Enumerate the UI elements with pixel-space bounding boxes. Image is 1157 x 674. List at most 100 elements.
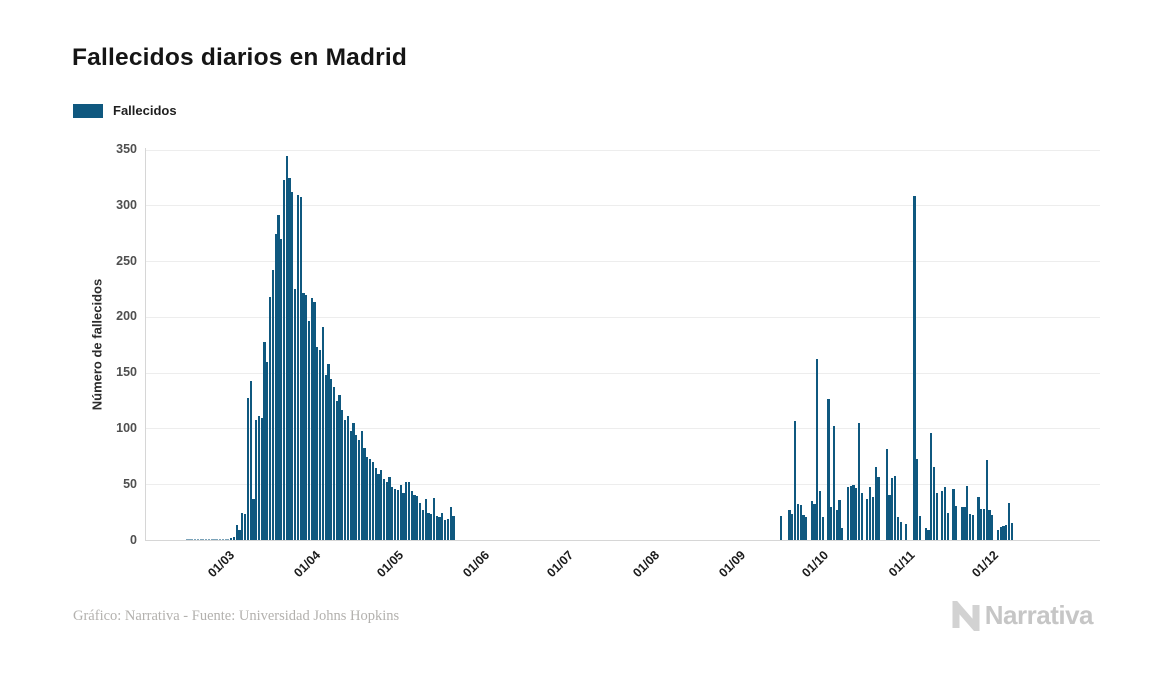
bar: [794, 421, 797, 541]
bar: [860, 492, 863, 541]
bar: [405, 482, 408, 541]
bar: [899, 521, 902, 541]
bar: [791, 513, 794, 541]
bar: [232, 537, 236, 541]
bar: [207, 539, 211, 541]
bar: [796, 503, 799, 541]
x-tick-label-01-06: 01/06: [460, 548, 493, 581]
bar: [866, 499, 869, 541]
bar: [885, 449, 888, 541]
bar: [293, 289, 297, 541]
bar: [230, 538, 233, 541]
bar: [199, 539, 202, 541]
bar: [430, 513, 433, 541]
bar: [996, 530, 999, 541]
x-tick-label-01-11: 01/11: [886, 548, 918, 580]
bar: [377, 473, 380, 541]
bar: [241, 512, 244, 541]
bar: [846, 486, 849, 541]
y-tick-label: 350: [116, 142, 137, 156]
bar: [852, 484, 855, 541]
bar: [977, 496, 980, 541]
y-tick-label: 100: [116, 420, 137, 435]
bar: [944, 486, 947, 541]
y-axis-title: Número de fallecidos: [89, 278, 105, 411]
y-tick-label: 200: [116, 309, 137, 324]
bar: [410, 491, 413, 541]
bar: [382, 479, 386, 541]
brand-text: Narrativa: [984, 600, 1094, 630]
bar: [266, 361, 269, 541]
bar: [205, 539, 208, 541]
bar: [441, 512, 444, 541]
bar: [327, 364, 330, 541]
y-tick-label: 250: [116, 253, 137, 268]
bar: [819, 491, 822, 541]
bar: [310, 298, 313, 541]
bar: [982, 509, 986, 541]
bar: [421, 510, 424, 541]
bar: [941, 491, 944, 541]
bar: [971, 514, 974, 541]
gridline-y-350: [145, 149, 1100, 151]
bar: [916, 459, 919, 541]
bar: [368, 459, 372, 541]
bar: [188, 539, 191, 541]
legend-item[interactable]: Fallecidos: [73, 103, 177, 118]
bar: [277, 214, 280, 541]
bar: [305, 295, 308, 541]
bar: [218, 539, 222, 541]
bar: [924, 528, 927, 541]
narrativa-n-icon: [952, 600, 980, 631]
bar: [288, 177, 291, 541]
bar: [891, 478, 894, 541]
bar: [385, 482, 388, 541]
x-tick-label-01-09: 01/09: [716, 548, 749, 581]
bar: [799, 504, 802, 541]
x-tick-label-01-03: 01/03: [204, 548, 237, 581]
bar: [238, 530, 241, 541]
bar: [216, 539, 219, 541]
bar: [413, 494, 416, 541]
bar: [927, 530, 930, 541]
bar: [960, 507, 963, 541]
bar: [449, 507, 452, 541]
x-tick-label-01-04: 01/04: [291, 548, 324, 581]
bar: [252, 499, 255, 541]
bar: [268, 297, 272, 541]
legend-label: Fallecidos: [113, 103, 177, 118]
bar: [396, 490, 399, 541]
page-title: Fallecidos diarios en Madrid: [72, 44, 408, 71]
bar: [399, 484, 402, 541]
bar: [235, 524, 238, 541]
bar: [296, 194, 299, 541]
bar: [991, 514, 994, 541]
bar: [443, 520, 447, 541]
bar: [243, 513, 247, 541]
bar: [316, 347, 319, 541]
y-tick-label: 300: [116, 197, 137, 212]
bar: [255, 420, 258, 541]
bar: [335, 401, 338, 541]
bar: [257, 415, 261, 541]
bar: [213, 539, 216, 541]
bar: [341, 409, 344, 541]
bar: [905, 523, 908, 541]
bar: [805, 517, 808, 541]
gridline-y-300: [145, 205, 1100, 207]
bar: [810, 501, 813, 541]
x-tick-label-01-05: 01/05: [374, 548, 407, 581]
bar: [418, 502, 422, 541]
y-tick-label: 0: [130, 532, 137, 547]
bar: [849, 485, 852, 541]
bar: [857, 423, 861, 541]
bar: [855, 488, 858, 541]
bar: [877, 476, 880, 541]
bar: [802, 514, 805, 541]
bar: [282, 180, 286, 541]
bar: [360, 431, 363, 541]
bar: [988, 510, 991, 541]
bar: [816, 358, 819, 541]
bar: [913, 195, 916, 541]
gridline-y-0: [145, 540, 1100, 541]
